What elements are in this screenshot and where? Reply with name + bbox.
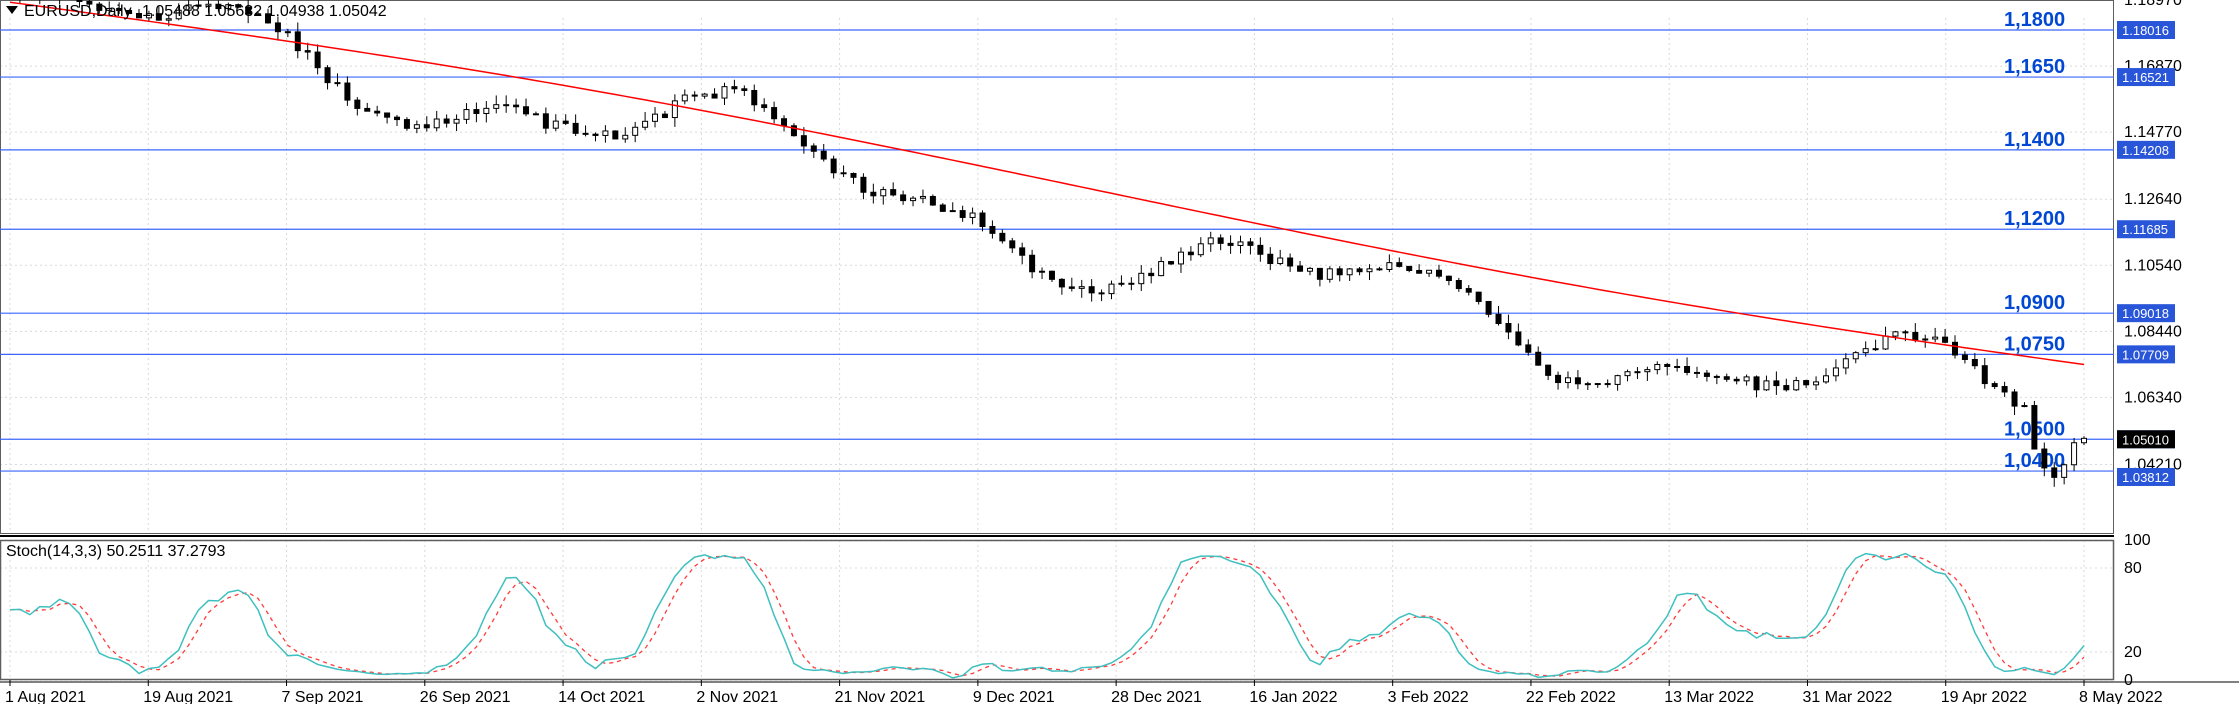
svg-text:100: 100 bbox=[2124, 532, 2151, 549]
title-bar: EURUSD,Daily 1.05488 1.05632 1.04938 1.05… bbox=[6, 3, 387, 20]
svg-text:80: 80 bbox=[2124, 560, 2142, 577]
svg-text:1.16521: 1.16521 bbox=[2122, 70, 2169, 85]
stoch-k-line bbox=[10, 554, 2084, 678]
svg-text:8 May 2022: 8 May 2022 bbox=[2079, 689, 2163, 704]
y-axis: 1.189701.168701.147701.126401.105401.084… bbox=[2117, 0, 2182, 486]
svg-text:1.08440: 1.08440 bbox=[2124, 323, 2182, 340]
svg-text:1.07709: 1.07709 bbox=[2122, 347, 2169, 362]
svg-text:28 Dec 2021: 28 Dec 2021 bbox=[1111, 689, 1202, 704]
svg-text:1.05010: 1.05010 bbox=[2122, 432, 2169, 447]
svg-text:21 Nov 2021: 21 Nov 2021 bbox=[835, 689, 926, 704]
svg-text:1.06340: 1.06340 bbox=[2124, 389, 2182, 406]
svg-text:2 Nov 2021: 2 Nov 2021 bbox=[696, 689, 778, 704]
svg-text:1.14208: 1.14208 bbox=[2122, 143, 2169, 158]
x-axis: 1 Aug 2021 19 Aug 2021 7 Sep 2021 26 Sep 20… bbox=[0, 680, 2239, 704]
svg-text:Stoch(14,3,3) 50.2511 37.2793: Stoch(14,3,3) 50.2511 37.2793 bbox=[6, 543, 226, 560]
svg-text:19 Apr 2022: 19 Apr 2022 bbox=[1941, 689, 2027, 704]
svg-text:1,0750: 1,0750 bbox=[2004, 333, 2065, 355]
svg-text:26 Sep 2021: 26 Sep 2021 bbox=[420, 689, 511, 704]
svg-text:31 Mar 2022: 31 Mar 2022 bbox=[1802, 689, 1892, 704]
stoch-d-line bbox=[10, 556, 2084, 677]
svg-text:1.09018: 1.09018 bbox=[2122, 306, 2169, 321]
svg-text:16 Jan 2022: 16 Jan 2022 bbox=[1249, 689, 1337, 704]
svg-text:13 Mar 2022: 13 Mar 2022 bbox=[1664, 689, 1754, 704]
svg-text:1,1650: 1,1650 bbox=[2004, 56, 2065, 78]
svg-text:EURUSD,Daily: EURUSD,Daily bbox=[24, 3, 132, 20]
svg-text:1,1800: 1,1800 bbox=[2004, 9, 2065, 31]
svg-text:19 Aug 2021: 19 Aug 2021 bbox=[143, 689, 233, 704]
chart-svg[interactable]: 1,18001,16501,14001,12001,09001,07501,05… bbox=[0, 0, 2239, 704]
svg-text:1.12640: 1.12640 bbox=[2124, 191, 2182, 208]
svg-text:20: 20 bbox=[2124, 644, 2142, 661]
stoch-pane bbox=[1, 541, 2114, 680]
svg-text:0: 0 bbox=[2124, 672, 2133, 689]
svg-text:1.03812: 1.03812 bbox=[2122, 470, 2169, 485]
horizontal-levels: 1,18001,16501,14001,12001,09001,07501,05… bbox=[0, 9, 2114, 472]
svg-text:22 Feb 2022: 22 Feb 2022 bbox=[1526, 689, 1616, 704]
grid bbox=[0, 0, 2114, 680]
svg-text:7 Sep 2021: 7 Sep 2021 bbox=[282, 689, 364, 704]
candles bbox=[8, 0, 2087, 487]
svg-text:1.18970: 1.18970 bbox=[2124, 0, 2182, 9]
svg-text:1.11685: 1.11685 bbox=[2122, 222, 2168, 237]
svg-text:1,1400: 1,1400 bbox=[2004, 129, 2065, 151]
moving-average bbox=[10, 2, 2084, 364]
svg-text:1 Aug 2021: 1 Aug 2021 bbox=[5, 689, 86, 704]
stochastic: Stoch(14,3,3) 50.2511 37.2793 100 80 20 0 bbox=[6, 532, 2151, 689]
svg-text:1.14770: 1.14770 bbox=[2124, 124, 2182, 141]
svg-text:14 Oct 2021: 14 Oct 2021 bbox=[558, 689, 645, 704]
price-pane bbox=[1, 1, 2114, 534]
svg-text:1.10540: 1.10540 bbox=[2124, 257, 2182, 274]
chart-container: 1,18001,16501,14001,12001,09001,07501,05… bbox=[0, 0, 2239, 704]
svg-text:1,0900: 1,0900 bbox=[2004, 292, 2065, 314]
svg-text:1,1200: 1,1200 bbox=[2004, 208, 2065, 230]
svg-text:1.18016: 1.18016 bbox=[2122, 23, 2169, 38]
svg-text:1.05488 1.05632 1.04938 1.0504: 1.05488 1.05632 1.04938 1.05042 bbox=[142, 3, 387, 20]
svg-text:3 Feb 2022: 3 Feb 2022 bbox=[1388, 689, 1469, 704]
symbol-dropdown-icon[interactable] bbox=[6, 6, 18, 14]
svg-text:9 Dec 2021: 9 Dec 2021 bbox=[973, 689, 1055, 704]
